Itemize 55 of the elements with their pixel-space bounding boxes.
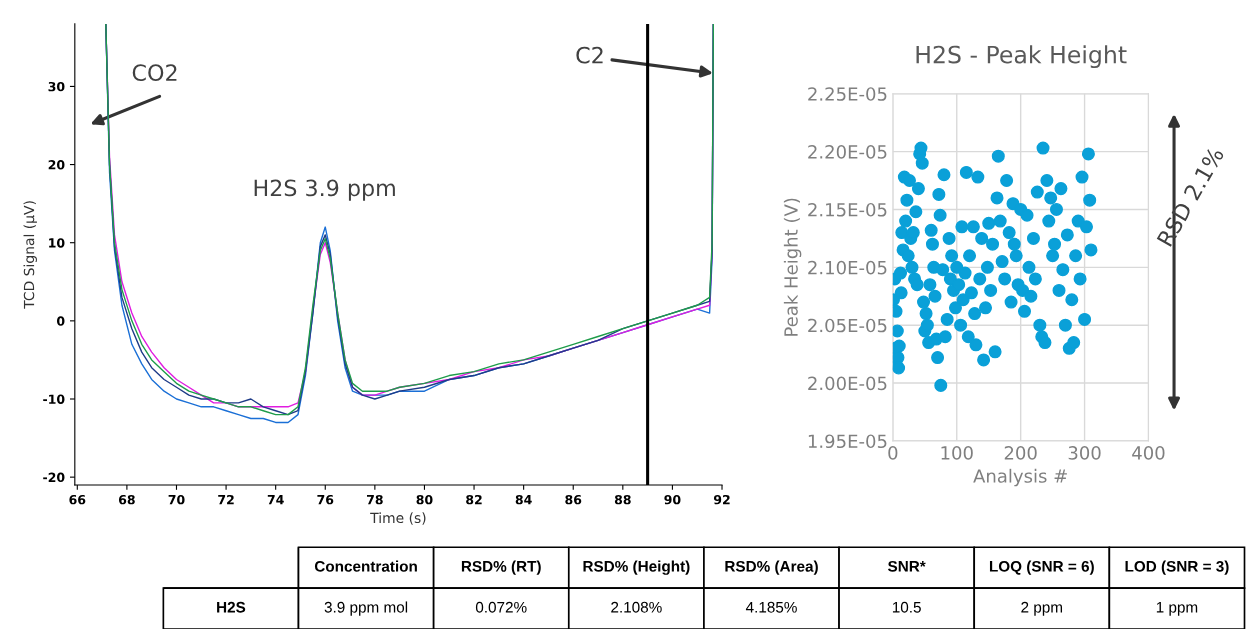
y-tick-label: 2.25E-05 (808, 87, 887, 101)
x-tick-label: 68 (118, 494, 135, 505)
x-tick-label: 300 (1068, 446, 1101, 460)
y-tick-label: 20 (48, 160, 65, 170)
x-axis-title: Time (s) (370, 512, 426, 525)
y-axis-title: Peak Height (V) (783, 198, 802, 336)
text: 2.108% (611, 601, 662, 613)
category-label: RSD% (Area) (725, 560, 818, 575)
annotation: CO2 (132, 64, 177, 82)
category-label: LOD (SNR = 3) (1125, 560, 1229, 575)
y-tick-label: 1.95E-05 (808, 434, 887, 449)
y-tick-label: 30 (48, 81, 65, 92)
x-tick-label: 400 (1132, 446, 1165, 460)
annotation: C2 (576, 46, 603, 64)
category-label: RSD% (RT) (461, 560, 541, 575)
x-tick-label: 86 (565, 494, 582, 505)
chart-title: H2S - Peak Height (916, 45, 1127, 69)
x-tick-label: 84 (515, 494, 532, 505)
text: 4.185% (745, 601, 797, 613)
x-tick-label: 76 (317, 494, 334, 505)
x-tick-label: 0 (888, 446, 898, 460)
y-tick-label: 2.05E-05 (808, 318, 887, 333)
y-tick-label: -10 (43, 394, 65, 404)
x-tick-label: 88 (614, 494, 631, 505)
x-tick-label: 80 (416, 494, 433, 505)
text: 10.5 (892, 601, 921, 613)
category-label: LOQ (SNR = 6) (989, 560, 1094, 575)
category-label: RSD% (Height) (583, 560, 690, 575)
x-tick-label: 200 (1004, 446, 1037, 460)
x-tick-label: 78 (367, 494, 383, 505)
x-tick-label: 74 (267, 495, 284, 505)
category-label: Concentration (314, 560, 417, 572)
y-tick-label: 2.15E-05 (808, 202, 887, 217)
x-tick-label: 100 (941, 446, 973, 460)
x-axis-title: Analysis # (973, 468, 1067, 487)
y-tick-label: 10 (49, 238, 65, 248)
x-tick-label: 92 (713, 494, 730, 505)
x-tick-label: 82 (466, 494, 482, 505)
y-tick-label: 2.00E-05 (808, 376, 887, 391)
x-tick-label: 72 (218, 494, 234, 505)
text: 0.072% (475, 601, 527, 613)
y-tick-label: 0 (57, 316, 65, 326)
annotation: H2S 3.9 ppm (254, 179, 395, 201)
y-tick-label: 2.20E-05 (808, 145, 887, 159)
text: H2S (217, 601, 246, 613)
text: 3.9 ppm mol (324, 601, 408, 616)
category-label: SNR* (887, 560, 926, 572)
y-tick-label: -20 (43, 472, 65, 483)
x-tick-label: 90 (664, 494, 681, 505)
x-tick-label: 70 (168, 494, 185, 505)
y-tick-label: 2.10E-05 (808, 260, 887, 275)
text: 1 ppm (1156, 602, 1198, 616)
x-tick-label: 66 (69, 494, 86, 505)
y-axis-title: TCD Signal (µV) (23, 201, 37, 309)
text: 2 ppm (1021, 601, 1063, 616)
